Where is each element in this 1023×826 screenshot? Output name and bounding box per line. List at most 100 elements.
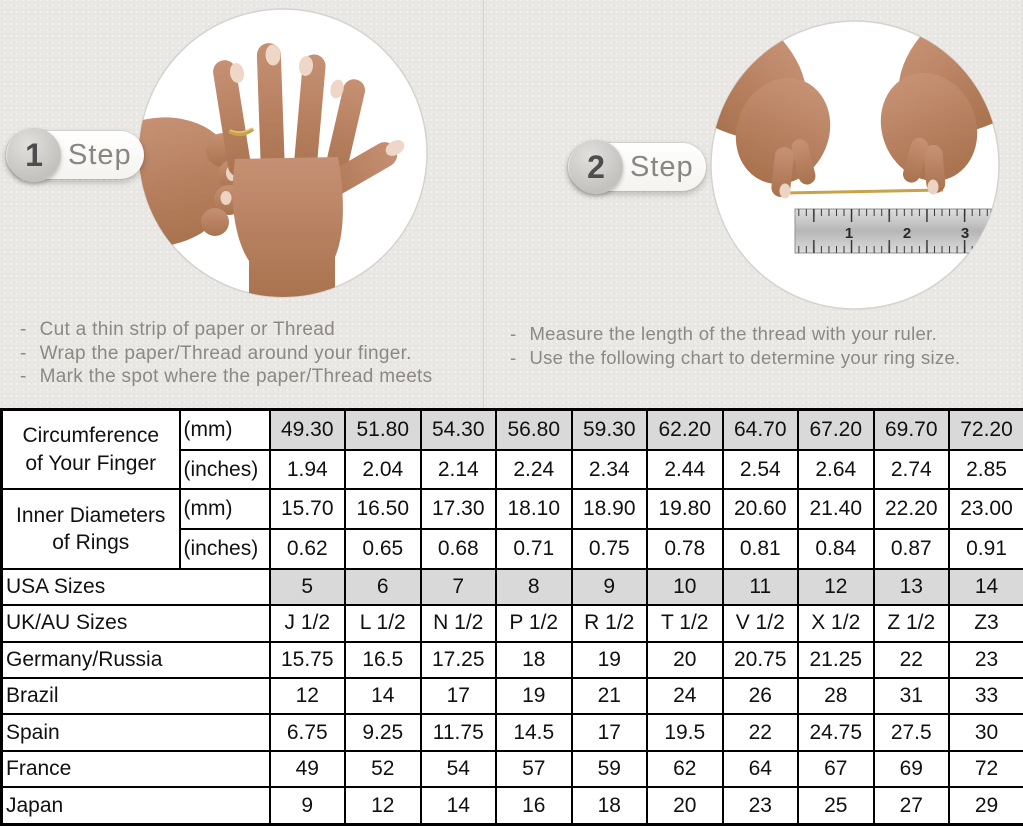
size-value: 0.75 bbox=[570, 528, 648, 570]
size-value: 21 bbox=[570, 677, 648, 716]
size-value: 49.30 bbox=[268, 408, 346, 451]
size-value: 72.20 bbox=[948, 408, 1023, 451]
step-1-number: 1 bbox=[7, 128, 61, 182]
size-value: 14 bbox=[948, 567, 1023, 607]
table-row: UK/AU Sizes J 1/2 L 1/2 N 1/2 P 1/2 R 1/2 T 1/… bbox=[0, 604, 1023, 643]
size-value: 18 bbox=[570, 786, 648, 826]
fingernails bbox=[229, 44, 405, 156]
table-row: France 49 52 54 57 59 62 64 67 69 72 bbox=[0, 749, 1023, 789]
size-value: N 1/2 bbox=[419, 604, 497, 643]
ruler-number-2: 2 bbox=[903, 225, 911, 242]
size-value: 22 bbox=[721, 713, 799, 752]
step-1-badge: 1 Step bbox=[6, 128, 144, 182]
instruction-line: Mark the spot where the paper/Thread mee… bbox=[20, 365, 432, 389]
table-row: (inches) 0.62 0.65 0.68 0.71 0.75 0.78 0.81 0.84… bbox=[2, 528, 1023, 570]
size-value: 9 bbox=[570, 567, 648, 607]
size-value: 20 bbox=[646, 786, 724, 826]
size-value: 27.5 bbox=[872, 713, 950, 752]
thread-ring bbox=[227, 127, 255, 136]
size-value: 0.68 bbox=[419, 528, 497, 570]
size-value: 14 bbox=[419, 786, 497, 826]
row-label: Japan bbox=[0, 786, 271, 826]
size-value: 20.75 bbox=[721, 640, 799, 680]
size-value: 0.87 bbox=[872, 528, 950, 570]
size-value: 19 bbox=[495, 677, 573, 716]
unit-label: (inches) bbox=[178, 528, 271, 570]
size-value: 23.00 bbox=[948, 488, 1023, 531]
size-value: 5 bbox=[268, 567, 346, 607]
row-label: USA Sizes bbox=[0, 567, 271, 607]
size-value: 2.85 bbox=[948, 448, 1023, 491]
size-value: 21.25 bbox=[797, 640, 875, 680]
size-value: 2.34 bbox=[570, 448, 648, 491]
size-value: 54 bbox=[419, 749, 497, 789]
step-2-panel: 1 2 3 bbox=[484, 0, 1023, 408]
size-value: 16.50 bbox=[344, 488, 422, 531]
instruction-line: Cut a thin strip of paper or Thread bbox=[20, 318, 432, 342]
size-value: L 1/2 bbox=[344, 604, 422, 643]
size-value: 64 bbox=[721, 749, 799, 789]
size-value: 16.5 bbox=[344, 640, 422, 680]
size-value: 69 bbox=[872, 749, 950, 789]
size-value: 54.30 bbox=[419, 408, 497, 451]
size-value: 2.04 bbox=[344, 448, 422, 491]
size-value: 1.94 bbox=[268, 448, 346, 491]
size-value: P 1/2 bbox=[495, 604, 573, 643]
instruction-line: Wrap the paper/Thread around your finger… bbox=[20, 342, 432, 366]
size-value: 67.20 bbox=[797, 408, 875, 451]
size-value: 24.75 bbox=[797, 713, 875, 752]
size-value: 23 bbox=[948, 640, 1023, 680]
size-value: 6 bbox=[344, 567, 422, 607]
table-row: Circumference of Your Finger (mm) 49.30 51.8… bbox=[0, 408, 1023, 491]
step-2-instructions: Measure the length of the thread with yo… bbox=[510, 322, 961, 369]
size-value: 30 bbox=[948, 713, 1023, 752]
size-value: 6.75 bbox=[268, 713, 346, 752]
table-row: (inches) 1.94 2.04 2.14 2.24 2.34 2.44 2.54 2.64… bbox=[2, 448, 1023, 491]
size-value: 52 bbox=[344, 749, 422, 789]
unit-label: (mm) bbox=[178, 488, 271, 531]
size-value: 22 bbox=[872, 640, 950, 680]
size-value: 0.81 bbox=[721, 528, 799, 570]
size-value: 0.65 bbox=[344, 528, 422, 570]
size-value: 0.91 bbox=[948, 528, 1023, 570]
size-value: Z3 bbox=[948, 604, 1023, 643]
size-value: R 1/2 bbox=[570, 604, 648, 643]
size-value: 19 bbox=[570, 640, 648, 680]
size-value: 2.44 bbox=[646, 448, 724, 491]
step-1-panel: 1 Step Cut a thin strip of paper or Thre… bbox=[0, 0, 484, 408]
size-value: T 1/2 bbox=[646, 604, 724, 643]
size-value: 14 bbox=[344, 677, 422, 716]
ruler-measuring-illustration: 1 2 3 bbox=[710, 20, 1000, 310]
ruler: 1 2 3 bbox=[794, 208, 992, 254]
size-value: 56.80 bbox=[495, 408, 573, 451]
size-value: 23 bbox=[721, 786, 799, 826]
size-chart-body: Circumference of Your Finger (mm) 49.30 51.8… bbox=[0, 408, 1023, 826]
size-value: 14.5 bbox=[495, 713, 573, 752]
step-2-badge: 2 Step bbox=[568, 140, 706, 194]
ring-size-table: Circumference of Your Finger (mm) 49.30 51.8… bbox=[0, 408, 1023, 826]
size-value: 26 bbox=[721, 677, 799, 716]
size-value: 20 bbox=[646, 640, 724, 680]
size-value: 31 bbox=[872, 677, 950, 716]
step-2-number: 2 bbox=[569, 140, 623, 194]
row-label: Germany/Russia bbox=[0, 640, 271, 680]
size-value: 12 bbox=[268, 677, 346, 716]
size-value: 62.20 bbox=[646, 408, 724, 451]
size-value: 12 bbox=[344, 786, 422, 826]
size-value: 11 bbox=[721, 567, 799, 607]
thread bbox=[784, 188, 944, 195]
size-value: 33 bbox=[948, 677, 1023, 716]
size-value: 22.20 bbox=[872, 488, 950, 531]
row-label: Brazil bbox=[0, 677, 271, 716]
row-label: UK/AU Sizes bbox=[0, 604, 271, 643]
size-value: 18 bbox=[495, 640, 573, 680]
size-value: 2.14 bbox=[419, 448, 497, 491]
row-group-label: Inner Diameters of Rings bbox=[0, 488, 181, 570]
step-1-instructions: Cut a thin strip of paper or ThreadWrap … bbox=[20, 318, 432, 389]
size-value: 25 bbox=[797, 786, 875, 826]
size-value: 13 bbox=[872, 567, 950, 607]
size-value: 7 bbox=[419, 567, 497, 607]
size-value: 28 bbox=[797, 677, 875, 716]
unit-label: (inches) bbox=[178, 448, 271, 491]
size-value: 59 bbox=[570, 749, 648, 789]
